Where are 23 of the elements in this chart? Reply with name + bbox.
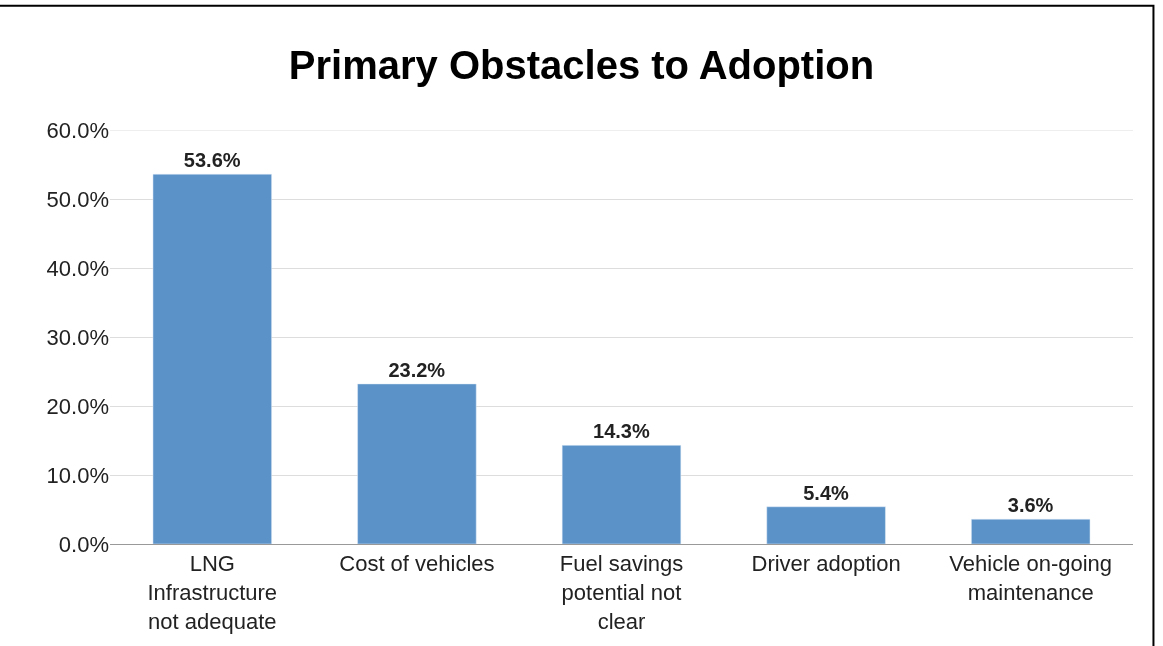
y-tick-label: 20.0% — [46, 393, 109, 419]
chart-title: Primary Obstacles to Adoption — [288, 42, 875, 87]
bar — [152, 173, 272, 544]
x-tick-label: LNG Infrastructure not adequate — [147, 551, 278, 634]
data-label: 3.6% — [1007, 494, 1054, 517]
y-tick-label: 50.0% — [46, 186, 109, 212]
y-tick-label: 30.0% — [46, 324, 109, 350]
y-tick-label: 10.0% — [46, 462, 109, 488]
y-tick-label: 0.0% — [58, 531, 109, 557]
data-label: 14.3% — [593, 420, 650, 443]
bar — [561, 445, 682, 544]
data-label: 53.6% — [183, 149, 241, 172]
data-label: 5.4% — [803, 481, 849, 504]
bar — [766, 506, 886, 544]
bar — [971, 518, 1091, 544]
bar — [357, 383, 477, 544]
y-tick-label: 40.0% — [46, 255, 109, 281]
data-label: 23.2% — [388, 358, 446, 381]
x-tick-label: Driver adoption — [751, 551, 901, 577]
y-tick-label: 60.0% — [46, 117, 109, 143]
x-tick-label: Fuel savings potential not clear — [559, 551, 684, 634]
x-tick-label: Cost of vehicles — [339, 551, 495, 577]
x-tick-label: Vehicle on-going maintenance — [949, 551, 1113, 605]
